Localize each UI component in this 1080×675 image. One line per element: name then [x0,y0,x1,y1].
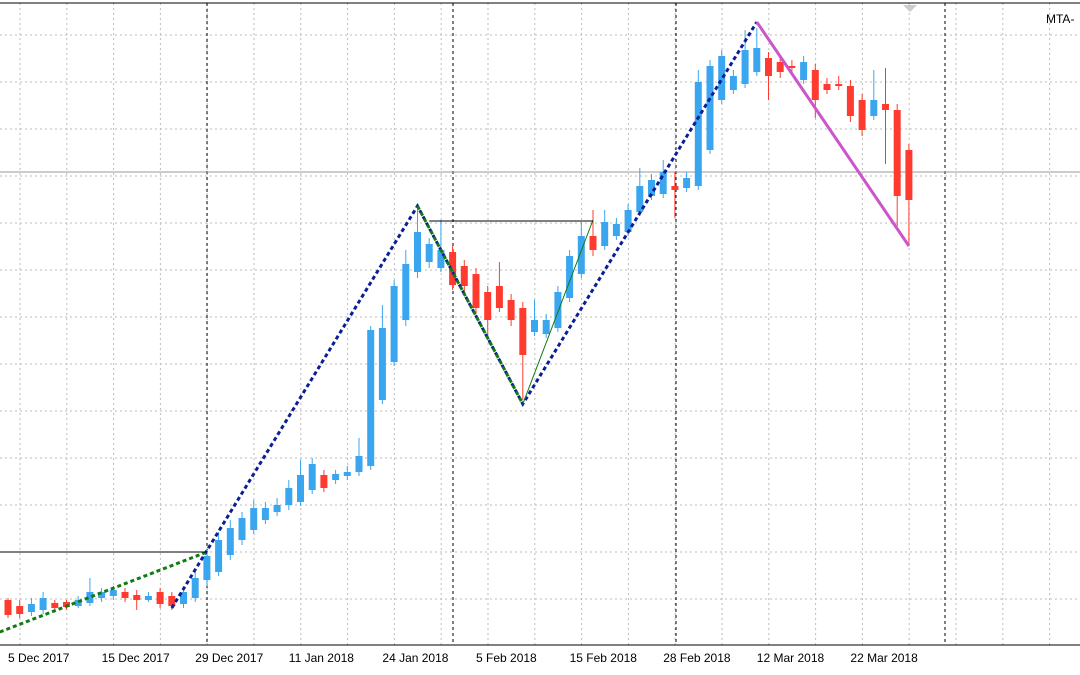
candle-body [180,592,187,604]
candle-body [683,178,691,188]
candle-body [121,592,129,598]
candle-body [788,66,796,68]
candle-body [905,150,913,200]
x-tick-label: 5 Dec 2017 [8,651,70,665]
candle-body [858,100,866,130]
x-tick-label: 11 Jan 2018 [289,651,354,665]
x-tick-label: 15 Feb 2018 [570,651,638,665]
candle-body [437,250,445,268]
candle-body [367,330,375,466]
x-tick-label: 15 Dec 2017 [102,651,170,665]
candle-body [612,224,620,236]
candle-body [191,578,199,598]
candle-body [706,66,714,150]
candle-body [390,286,398,362]
candle-body [507,300,515,320]
candle-body [144,596,152,600]
candle-body [893,110,901,196]
candle-body [109,590,117,596]
candle-body [261,508,269,520]
candle-body [168,596,176,606]
shift-marker [903,5,917,12]
candle-body [776,62,784,72]
candle-body [823,84,831,90]
x-tick-label: 24 Jan 2018 [382,651,448,665]
candle-body [156,592,164,604]
candle-body [39,598,47,610]
candle-body [659,172,667,194]
candle-body [425,244,433,262]
candle-body [343,472,351,476]
candle-body [285,488,293,505]
candle-body [133,595,141,600]
candle-body [495,286,503,308]
candle-body [870,100,878,116]
candle-body [531,320,538,332]
candle-body [624,210,632,232]
candle-body [729,76,737,90]
candle-body [741,50,749,84]
x-tick-label: 5 Feb 2018 [476,651,537,665]
candle-body [332,474,340,480]
candle-body [460,266,468,286]
candle-body [636,186,644,212]
corner-label: MTA- [1046,12,1074,26]
candle-body [215,540,223,572]
candle-body [203,556,211,580]
candle-body [718,56,726,100]
candle-body [811,70,819,100]
candle-body [648,180,655,196]
candle-body [238,518,246,540]
zigzag-line [522,219,594,405]
zigzag-line [416,205,525,405]
candle-body [273,505,281,512]
candle-body [589,236,597,250]
candle-body [449,252,457,285]
candle-body [577,236,585,274]
candle-body [297,475,304,502]
candle-body [51,603,59,608]
candle-body [694,82,702,186]
candle-body [542,320,550,334]
candle-body [601,222,609,246]
candle-body [4,600,12,615]
x-tick-label: 29 Dec 2017 [195,651,263,665]
candle-body [402,264,410,320]
x-tick-label: 22 Mar 2018 [850,651,918,665]
candle-body [74,600,82,606]
candle-body [250,508,258,530]
x-tick-label: 28 Feb 2018 [663,651,731,665]
x-tick-label: 12 Mar 2018 [757,651,825,665]
candle-body [414,232,421,272]
candle-body [800,62,808,80]
candle-body [378,328,386,400]
candle-body [16,606,24,614]
candle-body [554,292,562,328]
candle-body [753,48,761,72]
candle-body [484,292,492,320]
candle-body [98,592,106,598]
candle-body [765,58,772,76]
candle-body [320,475,328,488]
candle-body [566,256,574,298]
candle-body [27,604,35,612]
candle-body [519,308,527,355]
candle-body [846,86,854,116]
candle-body [472,274,480,308]
candle-body [86,592,94,603]
zigzag-line [0,550,208,634]
candle-body [308,464,316,490]
candle-body [63,602,70,607]
candle-body [882,104,889,110]
zigzag-line [755,21,911,247]
candle-body [835,84,843,86]
candle-body [355,456,363,472]
candle-body [226,528,234,555]
grid [0,3,1080,645]
candle-body [671,186,679,190]
